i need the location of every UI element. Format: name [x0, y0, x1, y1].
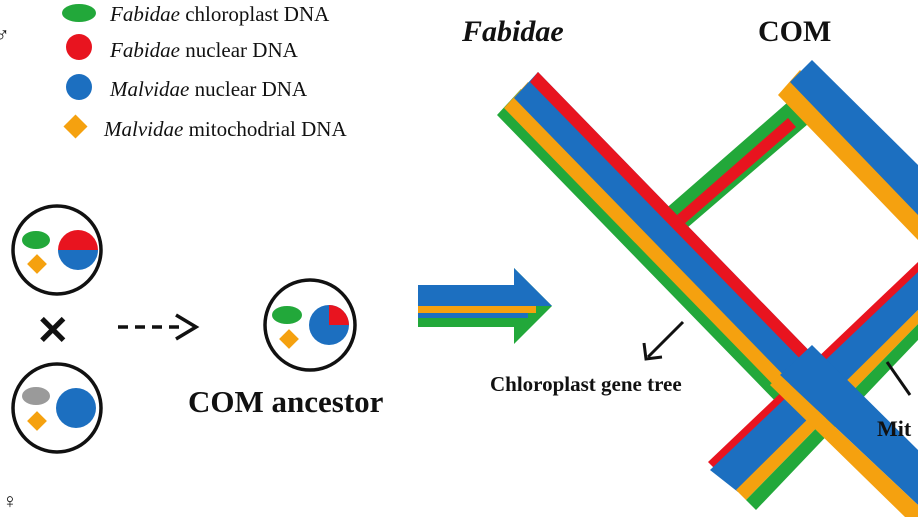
orange-diamond-icon — [27, 411, 47, 431]
com-band-orange — [778, 70, 918, 240]
legend-label-rest: nuclear DNA — [180, 38, 299, 62]
blue-nucleus — [56, 388, 96, 428]
legend-label-rest: mitochodrial DNA — [183, 117, 347, 141]
male-parent-cell — [11, 204, 103, 296]
female-parent-cell — [11, 362, 103, 454]
bottom-band-blue — [780, 345, 918, 505]
orange-diamond-icon — [63, 114, 88, 139]
red-nucleus-wedge — [329, 305, 349, 325]
legend-label-rest: chloroplast DNA — [180, 2, 330, 26]
male-symbol: ♂ — [0, 23, 10, 47]
female-symbol: ♀ — [2, 489, 18, 513]
grey-ellipse-icon — [22, 387, 50, 405]
dashed-arrow — [118, 313, 200, 341]
com-band-blue — [790, 60, 918, 215]
chloroplast-pointer — [642, 320, 685, 361]
green-ellipse-icon — [272, 306, 302, 324]
svg-text:Fabidae nuclear DNA: Fabidae nuclear DNA — [109, 38, 299, 62]
green-ellipse-icon — [62, 4, 96, 22]
cell-outline — [11, 204, 103, 296]
svg-text:Malvidae mitochodrial DNA: Malvidae mitochodrial DNA — [103, 117, 347, 141]
mito-pointer — [885, 361, 912, 396]
com-ancestor-cell — [263, 278, 357, 372]
legend-item-fabidae-chloroplast: Fabidae chloroplast DNA — [62, 2, 330, 26]
legend-label-italic: Fabidae — [109, 2, 180, 26]
chloroplast-gene-tree-label: Chloroplast gene tree — [490, 372, 682, 396]
mito-gene-tree-label: Mit — [877, 416, 912, 441]
legend: Fabidae chloroplast DNA Fabidae nuclear … — [62, 2, 347, 141]
red-branch-edge — [660, 118, 796, 238]
fabidae-header: Fabidae — [461, 15, 564, 48]
cross-symbol: ✕ — [36, 308, 70, 353]
legend-label-italic: Fabidae — [109, 38, 180, 62]
left-band-blue — [514, 72, 823, 391]
svg-text:Malvidae nuclear DNA: Malvidae nuclear DNA — [109, 77, 308, 101]
com-header: COM — [758, 15, 831, 48]
striped-arrow — [418, 268, 552, 344]
red-half-nucleus — [58, 230, 98, 250]
green-ellipse-icon — [22, 231, 50, 249]
bottom-band-orange — [770, 375, 918, 517]
legend-label-italic: Malvidae — [109, 77, 189, 101]
orange-diamond-icon — [279, 329, 299, 349]
com-ancestor-label: COM ancestor — [188, 384, 384, 419]
blue-circle-icon — [66, 74, 92, 100]
legend-item-malvidae-mito: Malvidae mitochodrial DNA — [63, 114, 347, 141]
orange-diamond-icon — [27, 254, 47, 274]
legend-label-rest: nuclear DNA — [189, 77, 308, 101]
gene-tree-network — [497, 60, 918, 517]
blue-half-nucleus — [58, 250, 98, 270]
left-band-red — [530, 72, 823, 374]
red-circle-icon — [66, 34, 92, 60]
svg-text:Fabidae chloroplast DNA: Fabidae chloroplast DNA — [109, 2, 330, 26]
legend-item-malvidae-nuclear: Malvidae nuclear DNA — [66, 74, 308, 101]
legend-label-italic: Malvidae — [103, 117, 183, 141]
legend-item-fabidae-nuclear: Fabidae nuclear DNA — [66, 34, 299, 62]
